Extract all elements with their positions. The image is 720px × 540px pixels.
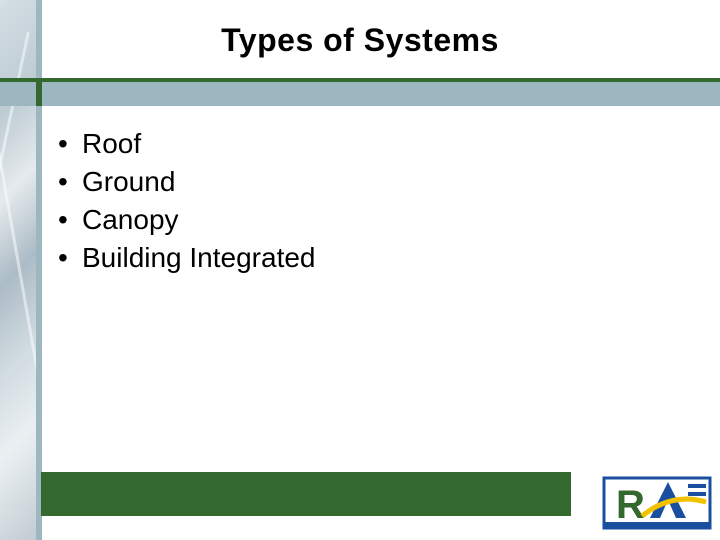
footer-green-bar (41, 472, 571, 516)
bullet-text: Building Integrated (82, 242, 316, 274)
list-item: • Building Integrated (58, 242, 658, 274)
logo: R (602, 472, 712, 536)
bullet-marker: • (58, 128, 82, 160)
slide: Types of Systems • Roof • Ground • Canop… (0, 0, 720, 540)
bullet-text: Canopy (82, 204, 179, 236)
bullet-marker: • (58, 166, 82, 198)
logo-icon: R (602, 472, 712, 536)
slide-title-text: Types of Systems (221, 22, 499, 58)
slide-title: Types of Systems (0, 22, 720, 59)
divider-green-notch (36, 82, 42, 106)
bullet-list: • Roof • Ground • Canopy • Building Inte… (58, 128, 658, 280)
bullet-marker: • (58, 242, 82, 274)
bullet-text: Roof (82, 128, 141, 160)
svg-text:R: R (616, 483, 645, 527)
list-item: • Canopy (58, 204, 658, 236)
list-item: • Roof (58, 128, 658, 160)
bullet-marker: • (58, 204, 82, 236)
list-item: • Ground (58, 166, 658, 198)
divider-blue-bar (0, 82, 720, 106)
bullet-text: Ground (82, 166, 175, 198)
